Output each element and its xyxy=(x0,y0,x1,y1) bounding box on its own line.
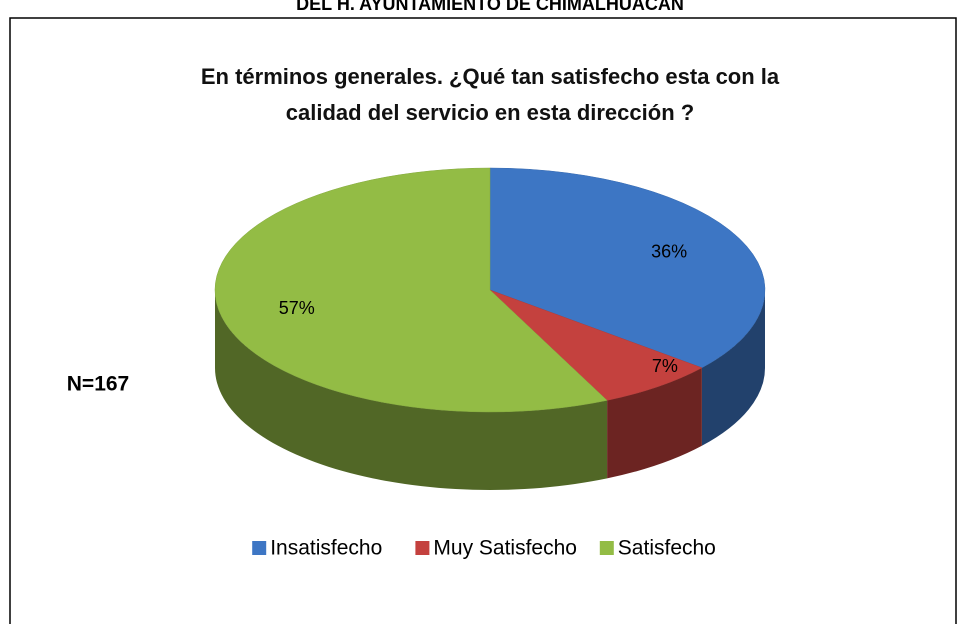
pie-side xyxy=(215,290,608,491)
data-label: 57% xyxy=(279,298,315,318)
pie-side xyxy=(607,367,702,479)
legend-label: Insatisfecho xyxy=(270,537,382,560)
pie-slice xyxy=(489,289,703,401)
data-label: 36% xyxy=(651,241,687,261)
page-header: DEL H. AYUNTAMIENTO DE CHIMALHUACAN xyxy=(296,0,684,14)
chart-title: En términos generales. ¿Qué tan satisfec… xyxy=(201,64,780,125)
pie-side xyxy=(701,290,765,446)
data-label: 7% xyxy=(652,356,678,376)
legend-label: Satisfecho xyxy=(618,537,716,560)
legend-swatch xyxy=(252,541,267,555)
pie-slice xyxy=(489,167,766,369)
legend-label: Muy Satisfecho xyxy=(433,537,577,560)
annotation: N=167 xyxy=(67,373,129,396)
legend-swatch xyxy=(599,541,614,555)
legend-swatch xyxy=(415,541,430,555)
pie-slice xyxy=(214,167,608,413)
